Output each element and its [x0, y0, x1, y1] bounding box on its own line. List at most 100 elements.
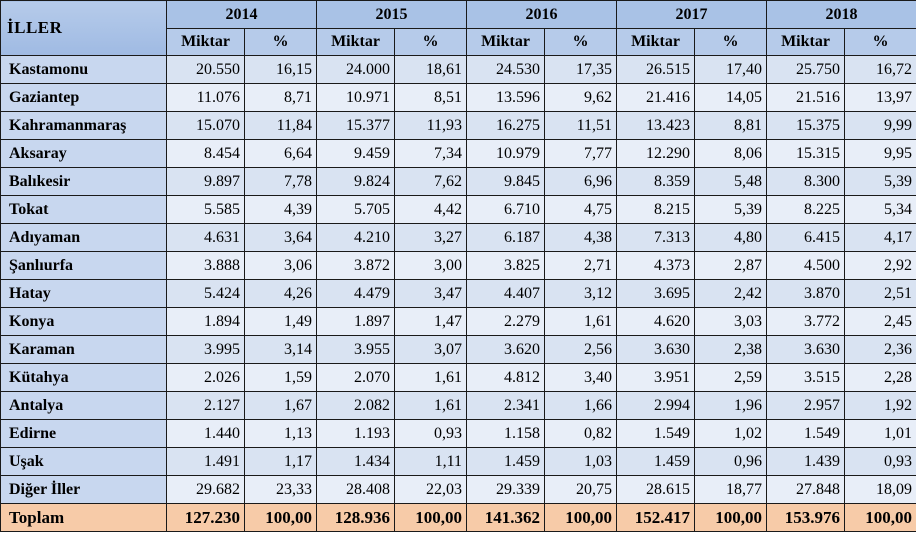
- percent-cell: 100,00: [394, 503, 467, 532]
- percent-cell: 8,71: [244, 83, 317, 112]
- amount-cell: 8.454: [166, 139, 245, 168]
- amount-cell: 2.070: [316, 363, 395, 392]
- percent-cell: 4,80: [694, 223, 767, 252]
- table-row: Aksaray 8.454 6,64 9.459 7,34 10.979 7,77 12.29…: [0, 139, 916, 168]
- amount-cell: 10.971: [316, 83, 395, 112]
- amount-cell: 3.630: [766, 335, 845, 364]
- amount-cell: 4.620: [616, 307, 695, 336]
- percent-cell: 3,27: [394, 223, 467, 252]
- percent-cell: 5,34: [844, 195, 916, 224]
- percent-cell: 1,02: [694, 419, 767, 448]
- percent-cell: 0,93: [844, 447, 916, 476]
- amount-cell: 8.300: [766, 167, 845, 196]
- percent-cell: 5,39: [694, 195, 767, 224]
- percent-cell: 17,35: [544, 55, 617, 84]
- percent-cell: 3,03: [694, 307, 767, 336]
- amount-cell: 1.459: [616, 447, 695, 476]
- percent-cell: 3,12: [544, 279, 617, 308]
- table-row: Şanlıurfa 3.888 3,06 3.872 3,00 3.825 2,71 4.37…: [0, 251, 916, 280]
- percent-cell: 11,93: [394, 111, 467, 140]
- percent-cell: 4,38: [544, 223, 617, 252]
- amount-cell: 4.631: [166, 223, 245, 252]
- percent-cell: 3,00: [394, 251, 467, 280]
- percent-cell: 3,14: [244, 335, 317, 364]
- province-name: Konya: [0, 307, 167, 336]
- table-row: Hatay 5.424 4,26 4.479 3,47 4.407 3,12 3.695 2,4…: [0, 279, 916, 308]
- amount-cell: 6.710: [466, 195, 545, 224]
- amount-cell: 141.362: [466, 503, 545, 532]
- amount-cell: 3.695: [616, 279, 695, 308]
- total-row: Toplam 127.230 100,00 128.936 100,00 141.362 1…: [0, 503, 916, 532]
- percent-cell: 16,72: [844, 55, 916, 84]
- amount-cell: 3.825: [466, 251, 545, 280]
- table-body: Kastamonu 20.550 16,15 24.000 18,61 24.530 17,…: [0, 55, 916, 532]
- amount-cell: 29.682: [166, 475, 245, 504]
- amount-header: Miktar: [166, 28, 245, 56]
- percent-cell: 4,17: [844, 223, 916, 252]
- amount-cell: 3.888: [166, 251, 245, 280]
- amount-cell: 6.415: [766, 223, 845, 252]
- percent-cell: 1,61: [394, 391, 467, 420]
- amount-cell: 152.417: [616, 503, 695, 532]
- province-name: Balıkesir: [0, 167, 167, 196]
- percent-cell: 1,61: [394, 363, 467, 392]
- amount-cell: 16.275: [466, 111, 545, 140]
- percent-cell: 3,07: [394, 335, 467, 364]
- percent-cell: 1,03: [544, 447, 617, 476]
- percent-cell: 7,34: [394, 139, 467, 168]
- table-header: İLLER 2014 2015 2016 2017 2018 Miktar % …: [0, 0, 916, 56]
- amount-cell: 2.994: [616, 391, 695, 420]
- province-name: Tokat: [0, 195, 167, 224]
- amount-cell: 1.894: [166, 307, 245, 336]
- amount-cell: 8.225: [766, 195, 845, 224]
- total-label: Toplam: [0, 503, 167, 532]
- amount-cell: 4.479: [316, 279, 395, 308]
- percent-cell: 1,13: [244, 419, 317, 448]
- percent-cell: 4,42: [394, 195, 467, 224]
- amount-cell: 1.491: [166, 447, 245, 476]
- percent-header: %: [244, 28, 317, 56]
- year-header-2015: 2015: [316, 0, 467, 29]
- percent-cell: 2,38: [694, 335, 767, 364]
- percent-cell: 100,00: [544, 503, 617, 532]
- table-row: Kastamonu 20.550 16,15 24.000 18,61 24.530 17,…: [0, 55, 916, 84]
- percent-cell: 1,01: [844, 419, 916, 448]
- amount-cell: 2.026: [166, 363, 245, 392]
- percent-cell: 2,51: [844, 279, 916, 308]
- table-row: Tokat 5.585 4,39 5.705 4,42 6.710 4,75 8.215 5,3…: [0, 195, 916, 224]
- amount-cell: 1.549: [616, 419, 695, 448]
- amount-cell: 8.359: [616, 167, 695, 196]
- table-row: Diğer İller 29.682 23,33 28.408 22,03 29.339 2…: [0, 475, 916, 504]
- amount-cell: 15.375: [766, 111, 845, 140]
- amount-cell: 20.550: [166, 55, 245, 84]
- percent-cell: 4,75: [544, 195, 617, 224]
- amount-header: Miktar: [616, 28, 695, 56]
- amount-cell: 2.279: [466, 307, 545, 336]
- percent-cell: 2,87: [694, 251, 767, 280]
- amount-cell: 8.215: [616, 195, 695, 224]
- percent-cell: 2,71: [544, 251, 617, 280]
- percent-cell: 3,40: [544, 363, 617, 392]
- amount-cell: 15.315: [766, 139, 845, 168]
- amount-cell: 3.630: [616, 335, 695, 364]
- percent-cell: 5,39: [844, 167, 916, 196]
- percent-cell: 23,33: [244, 475, 317, 504]
- percent-cell: 100,00: [694, 503, 767, 532]
- percent-cell: 0,93: [394, 419, 467, 448]
- amount-cell: 21.416: [616, 83, 695, 112]
- percent-cell: 7,77: [544, 139, 617, 168]
- amount-cell: 9.897: [166, 167, 245, 196]
- provinces-table: İLLER 2014 2015 2016 2017 2018 Miktar % …: [0, 0, 916, 532]
- percent-cell: 6,96: [544, 167, 617, 196]
- percent-cell: 1,67: [244, 391, 317, 420]
- year-header-2016: 2016: [466, 0, 617, 29]
- amount-cell: 3.515: [766, 363, 845, 392]
- amount-cell: 15.070: [166, 111, 245, 140]
- amount-cell: 10.979: [466, 139, 545, 168]
- amount-cell: 24.000: [316, 55, 395, 84]
- percent-cell: 8,81: [694, 111, 767, 140]
- amount-cell: 128.936: [316, 503, 395, 532]
- amount-cell: 4.210: [316, 223, 395, 252]
- percent-cell: 16,15: [244, 55, 317, 84]
- amount-cell: 15.377: [316, 111, 395, 140]
